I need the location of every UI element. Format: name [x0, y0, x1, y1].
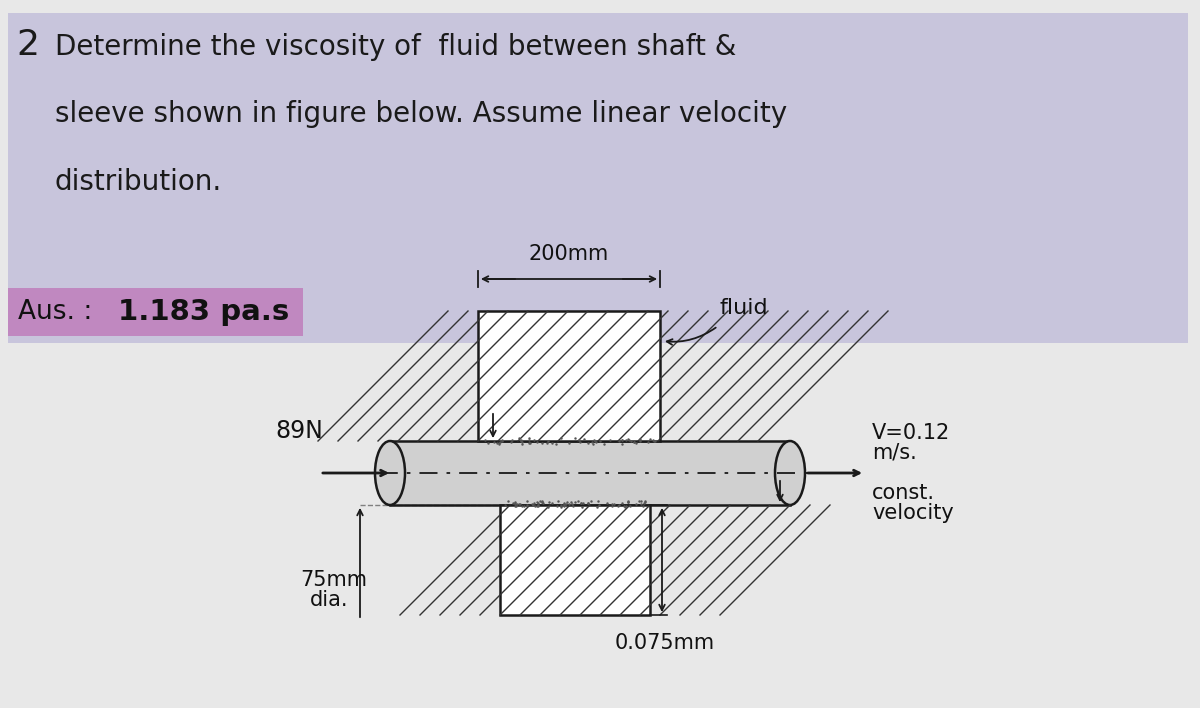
Text: const.: const.	[872, 483, 935, 503]
Text: 2: 2	[16, 28, 38, 62]
Text: 0.075mm: 0.075mm	[616, 633, 715, 653]
Text: Determine the viscosity of  fluid between shaft &: Determine the viscosity of fluid between…	[55, 33, 737, 61]
Bar	[8, 13, 1188, 343]
Text: V=0.12: V=0.12	[872, 423, 950, 443]
Bar	[478, 311, 660, 441]
Text: dia.: dia.	[310, 590, 348, 610]
Text: distribution.: distribution.	[55, 168, 222, 196]
Text: 75mm: 75mm	[300, 570, 367, 590]
Bar	[390, 441, 790, 505]
Bar	[500, 505, 650, 615]
Bar	[8, 288, 302, 336]
Ellipse shape	[775, 441, 805, 505]
Text: 1.183 pa.s: 1.183 pa.s	[118, 298, 289, 326]
Text: velocity: velocity	[872, 503, 954, 523]
Text: m/s.: m/s.	[872, 443, 917, 463]
Text: sleeve shown in figure below. Assume linear velocity: sleeve shown in figure below. Assume lin…	[55, 100, 787, 128]
Text: 200mm: 200mm	[529, 244, 610, 264]
Text: fluid: fluid	[720, 298, 769, 318]
Text: Aus. :: Aus. :	[18, 299, 92, 325]
Ellipse shape	[374, 441, 406, 505]
Text: 89N: 89N	[275, 419, 323, 443]
